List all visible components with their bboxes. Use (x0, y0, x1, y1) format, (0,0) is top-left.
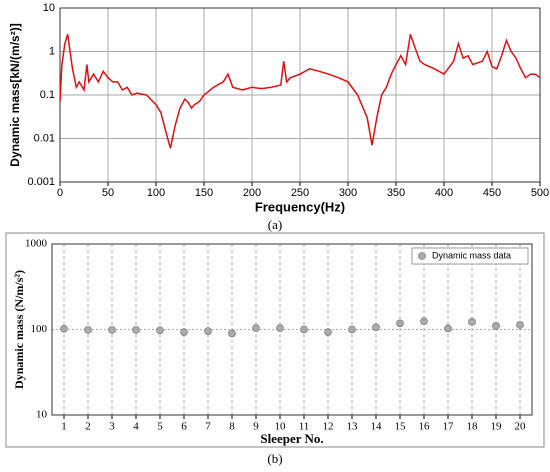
data-point (132, 326, 140, 334)
data-point (396, 319, 404, 328)
x-tick-label: 3 (109, 421, 115, 433)
x-tick-label: 8 (229, 421, 235, 433)
data-point (372, 323, 380, 332)
data-point (324, 328, 332, 336)
data-point (492, 322, 500, 330)
data-point (108, 326, 116, 334)
x-tick-label: 7 (205, 421, 211, 433)
y-tick-label: 0.01 (34, 132, 55, 144)
data-point (252, 324, 260, 332)
y-tick-label: 10 (43, 2, 55, 14)
x-tick-label: 12 (323, 421, 334, 433)
data-point (228, 329, 236, 338)
panel-frame (5, 232, 545, 448)
x-tick-label: 350 (387, 187, 405, 199)
x-tick-label: 300 (339, 187, 357, 199)
y-tick-label: 0.1 (40, 89, 55, 101)
y-axis-label: Dynamic mass[kN/(m/s²)] (8, 23, 22, 166)
plot-frame (51, 243, 533, 416)
caption: (b) (267, 451, 282, 466)
x-tick-label: 0 (57, 187, 63, 199)
x-tick-label: 50 (102, 187, 114, 199)
x-tick-label: 14 (371, 421, 383, 433)
data-point (180, 328, 188, 336)
x-tick-label: 9 (253, 421, 259, 433)
legend-marker (418, 252, 426, 260)
data-point (156, 326, 164, 335)
x-tick-label: 150 (195, 187, 213, 199)
x-tick-label: 400 (435, 187, 453, 199)
x-axis-label: Frequency(Hz) (255, 199, 345, 214)
data-line (59, 33, 541, 149)
x-tick-label: 4 (133, 421, 139, 433)
data-point (60, 324, 68, 333)
x-tick-label: 1 (61, 421, 67, 433)
data-point (84, 326, 92, 334)
x-tick-label: 450 (483, 187, 501, 199)
legend-box (411, 247, 529, 265)
y-tick-label: 1000 (25, 238, 48, 250)
data-point (468, 318, 476, 326)
x-tick-label: 18 (467, 421, 479, 433)
x-axis-label: Sleeper No. (260, 431, 323, 446)
data-point (420, 317, 428, 326)
x-tick-label: 20 (515, 421, 527, 433)
x-tick-label: 11 (299, 421, 310, 433)
y-axis-label: Dynamic mass (N/m/s²) (12, 270, 26, 389)
x-tick-label: 13 (347, 421, 359, 433)
caption: (a) (268, 217, 282, 232)
x-tick-label: 200 (243, 187, 261, 199)
x-tick-label: 6 (181, 421, 187, 433)
data-point (300, 325, 308, 334)
x-tick-label: 100 (147, 187, 165, 199)
data-point (348, 325, 356, 334)
y-tick-label: 0.001 (27, 176, 55, 188)
data-point (516, 321, 524, 329)
y-tick-label: 1 (49, 45, 55, 57)
x-tick-label: 16 (419, 421, 431, 433)
x-tick-label: 10 (275, 421, 287, 433)
data-point (204, 327, 212, 335)
x-tick-label: 250 (291, 187, 309, 199)
data-point (276, 324, 284, 332)
y-tick-label: 100 (31, 323, 48, 335)
x-tick-label: 17 (443, 421, 455, 433)
x-tick-label: 19 (491, 421, 503, 433)
x-tick-label: 5 (157, 421, 163, 433)
legend-label: Dynamic mass data (432, 250, 511, 260)
x-tick-label: 500 (531, 187, 549, 199)
x-tick-label: 15 (395, 421, 407, 433)
x-tick-label: 2 (85, 421, 91, 433)
y-tick-label: 10 (36, 409, 48, 421)
data-point (444, 324, 452, 333)
